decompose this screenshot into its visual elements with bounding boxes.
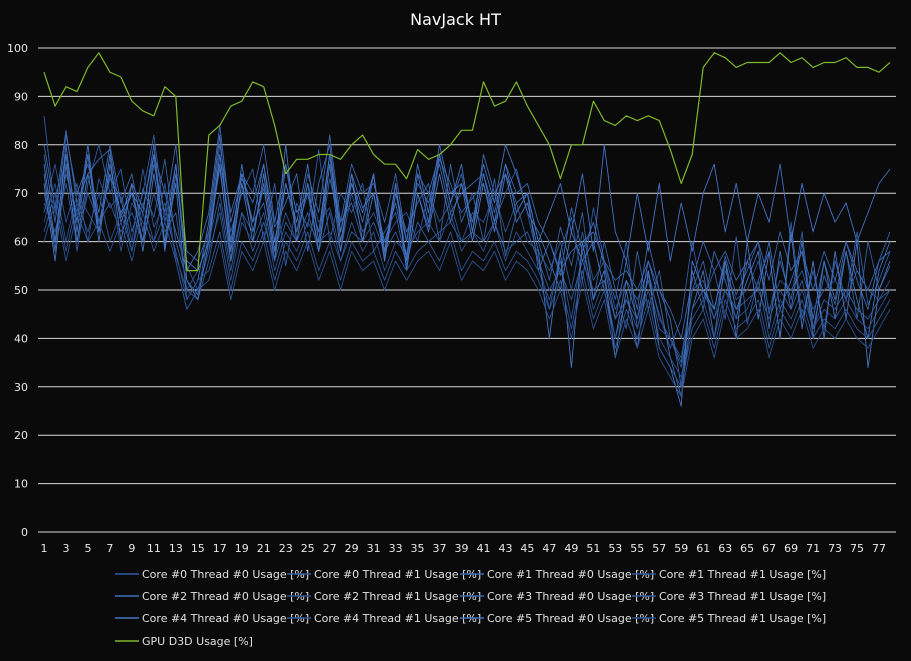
x-tick-label: 65 xyxy=(740,542,754,555)
legend-item: Core #1 Thread #0 Usage [%] xyxy=(460,568,654,581)
x-tick-label: 11 xyxy=(147,542,161,555)
x-tick-label: 53 xyxy=(608,542,622,555)
legend-item: Core #5 Thread #1 Usage [%] xyxy=(632,612,826,625)
legend-label: Core #1 Thread #0 Usage [%] xyxy=(487,568,654,581)
x-tick-label: 61 xyxy=(696,542,710,555)
x-tick-label: 41 xyxy=(476,542,490,555)
series-line-7 xyxy=(43,183,891,368)
series-line-9 xyxy=(43,192,891,388)
x-tick-label: 43 xyxy=(498,542,512,555)
legend-item: Core #1 Thread #1 Usage [%] xyxy=(632,568,826,581)
x-tick-label: 77 xyxy=(872,542,886,555)
y-tick-label: 50 xyxy=(14,284,28,297)
y-tick-label: 20 xyxy=(14,429,28,442)
legend-item: Core #2 Thread #0 Usage [%] xyxy=(115,590,309,603)
x-tick-label: 55 xyxy=(630,542,644,555)
legend-item: Core #2 Thread #1 Usage [%] xyxy=(287,590,481,603)
series-line-8 xyxy=(43,144,891,407)
x-tick-label: 7 xyxy=(106,542,113,555)
legend-item: Core #0 Thread #0 Usage [%] xyxy=(115,568,309,581)
x-tick-label: 75 xyxy=(850,542,864,555)
x-tick-label: 9 xyxy=(128,542,135,555)
x-tick-label: 17 xyxy=(213,542,227,555)
y-tick-label: 100 xyxy=(7,42,28,55)
legend-label: Core #3 Thread #1 Usage [%] xyxy=(659,590,826,603)
y-tick-label: 30 xyxy=(14,381,28,394)
legend-label: Core #0 Thread #0 Usage [%] xyxy=(142,568,309,581)
legend-item: Core #4 Thread #1 Usage [%] xyxy=(287,612,481,625)
legend-item: Core #0 Thread #1 Usage [%] xyxy=(287,568,481,581)
y-axis-ticks: 0 10 20 30 40 50 60 70 80 90 100 xyxy=(7,42,28,539)
gridlines xyxy=(38,47,896,533)
x-tick-label: 27 xyxy=(323,542,337,555)
x-tick-label: 3 xyxy=(62,542,69,555)
legend-label: Core #5 Thread #0 Usage [%] xyxy=(487,612,654,625)
x-tick-label: 23 xyxy=(279,542,293,555)
x-tick-label: 49 xyxy=(564,542,578,555)
x-tick-label: 31 xyxy=(367,542,381,555)
x-tick-label: 45 xyxy=(520,542,534,555)
legend-item: Core #3 Thread #1 Usage [%] xyxy=(632,590,826,603)
x-tick-label: 13 xyxy=(169,542,183,555)
y-tick-label: 90 xyxy=(14,90,28,103)
series-line-2 xyxy=(43,124,891,388)
x-axis-ticks: 1 3 5 7 9 11 13 15 17 19 21 23 25 27 29 31 33 35 37 39 41 43 4… xyxy=(41,542,887,555)
x-tick-label: 39 xyxy=(455,542,469,555)
legend-item: Core #4 Thread #0 Usage [%] xyxy=(115,612,309,625)
legend-label: Core #3 Thread #0 Usage [%] xyxy=(487,590,654,603)
x-tick-label: 51 xyxy=(586,542,600,555)
legend-label: Core #1 Thread #1 Usage [%] xyxy=(659,568,826,581)
series-line-4 xyxy=(43,134,891,397)
x-tick-label: 29 xyxy=(345,542,359,555)
x-tick-label: 37 xyxy=(433,542,447,555)
x-tick-label: 1 xyxy=(41,542,48,555)
legend-label: Core #2 Thread #1 Usage [%] xyxy=(314,590,481,603)
y-tick-label: 60 xyxy=(14,236,28,249)
legend: Core #0 Thread #0 Usage [%] Core #0 Threa… xyxy=(115,568,826,648)
x-tick-label: 25 xyxy=(301,542,315,555)
legend-label: Core #4 Thread #0 Usage [%] xyxy=(142,612,309,625)
x-tick-label: 47 xyxy=(542,542,556,555)
y-tick-label: 70 xyxy=(14,187,28,200)
legend-label: Core #5 Thread #1 Usage [%] xyxy=(659,612,826,625)
series-lines xyxy=(43,52,891,407)
y-tick-label: 80 xyxy=(14,139,28,152)
x-tick-label: 15 xyxy=(191,542,205,555)
x-tick-label: 67 xyxy=(762,542,776,555)
legend-label: Core #4 Thread #1 Usage [%] xyxy=(314,612,481,625)
x-tick-label: 35 xyxy=(411,542,425,555)
x-tick-label: 21 xyxy=(257,542,271,555)
legend-label: Core #2 Thread #0 Usage [%] xyxy=(142,590,309,603)
x-tick-label: 57 xyxy=(652,542,666,555)
y-tick-label: 40 xyxy=(14,332,28,345)
x-tick-label: 69 xyxy=(784,542,798,555)
legend-item: Core #3 Thread #0 Usage [%] xyxy=(460,590,654,603)
x-tick-label: 63 xyxy=(718,542,732,555)
legend-label: GPU D3D Usage [%] xyxy=(142,635,253,648)
y-tick-label: 0 xyxy=(21,526,28,539)
legend-item: GPU D3D Usage [%] xyxy=(115,635,253,648)
series-line-11 xyxy=(43,202,891,397)
legend-label: Core #0 Thread #1 Usage [%] xyxy=(314,568,481,581)
x-tick-label: 5 xyxy=(84,542,91,555)
x-tick-label: 71 xyxy=(806,542,820,555)
x-tick-label: 59 xyxy=(674,542,688,555)
chart-title: NavJack HT xyxy=(410,10,501,29)
x-tick-label: 73 xyxy=(828,542,842,555)
y-tick-label: 10 xyxy=(14,478,28,491)
series-line-12 xyxy=(43,52,891,272)
x-tick-label: 33 xyxy=(389,542,403,555)
x-tick-label: 19 xyxy=(235,542,249,555)
legend-item: Core #5 Thread #0 Usage [%] xyxy=(460,612,654,625)
